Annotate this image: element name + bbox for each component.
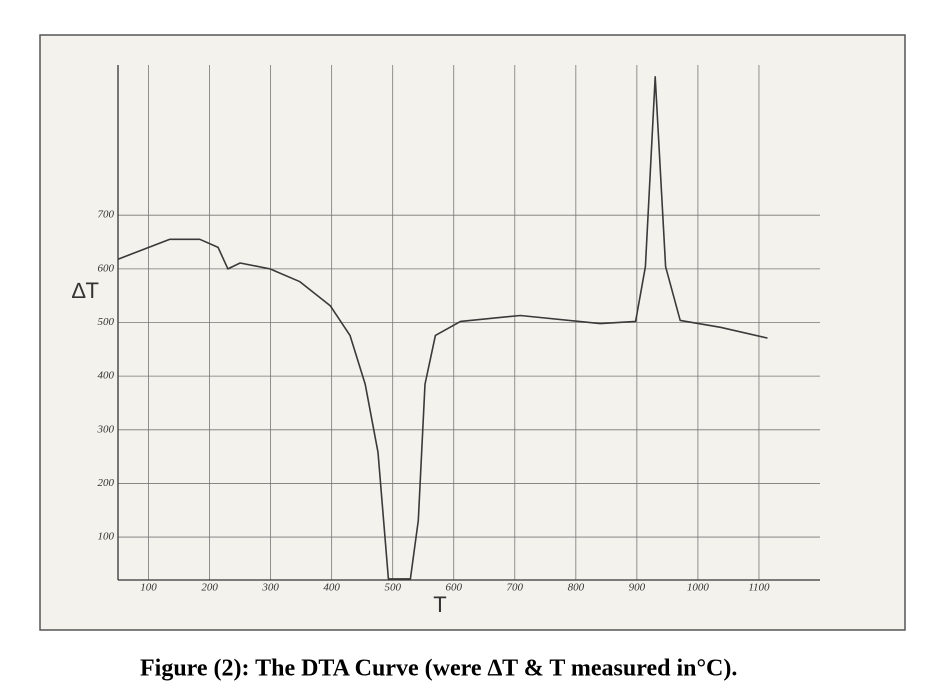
- caption: Figure (2): The DTA Curve (were ∆T & T m…: [140, 656, 737, 682]
- x-tick-label: 600: [445, 582, 462, 594]
- dta-curve: [117, 76, 768, 580]
- x-tick-label: 200: [201, 582, 218, 594]
- x-tick-label: 500: [384, 582, 401, 594]
- paper-frame: [39, 34, 906, 631]
- y-tick-label: 700: [98, 209, 115, 221]
- x-tick-label: 300: [261, 582, 279, 594]
- x-tick-label: 400: [323, 582, 340, 594]
- x-tick-label: 700: [507, 582, 524, 594]
- x-tick-label: 900: [629, 582, 646, 594]
- x-tick-label: 1000: [687, 582, 710, 594]
- y-tick-label: 600: [98, 262, 115, 274]
- y-tick-label: 500: [98, 316, 115, 328]
- y-tick-label: 100: [98, 531, 115, 543]
- y-tick-label: 200: [98, 477, 115, 489]
- x-tick-label: 100: [140, 582, 157, 594]
- y-axis-label: ∆T: [72, 278, 99, 303]
- plot: 100 200 300 400 500 600 700 100 200 300 400 500 600 7…: [97, 65, 820, 594]
- y-tick-label: 400: [98, 370, 115, 382]
- x-tick-label: 800: [568, 582, 585, 594]
- x-axis-label: T: [433, 592, 446, 617]
- y-tick-label: 300: [97, 423, 115, 435]
- x-tick-label: 1100: [748, 582, 770, 594]
